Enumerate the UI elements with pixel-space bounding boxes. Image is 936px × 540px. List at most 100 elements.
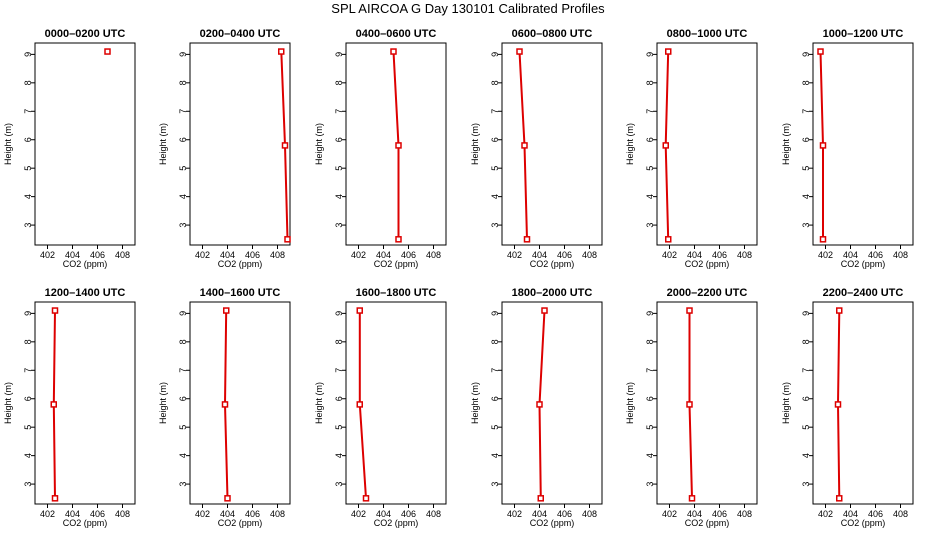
x-tick-label: 404 (376, 509, 391, 519)
x-tick-label: 406 (401, 509, 416, 519)
y-axis-label: Height (m) (3, 123, 13, 165)
data-point (395, 142, 402, 149)
y-tick-label: 4 (490, 453, 500, 458)
y-tick-label: 7 (178, 109, 188, 114)
y-tick-label: 8 (801, 339, 811, 344)
y-tick-label: 6 (645, 137, 655, 142)
plot-frame (501, 301, 603, 505)
plot-frame (189, 301, 291, 505)
y-axis-label: Height (m) (625, 123, 635, 165)
x-axis-label: CO2 (ppm) (685, 518, 730, 528)
y-axis-label: Height (m) (158, 382, 168, 424)
data-point (523, 236, 531, 243)
y-tick-label: 9 (334, 52, 344, 57)
panel-4: 0800–1000 UTC 402 404 406 408 3 4 5 6 7 8 9 CO2 (ppm… (625, 28, 758, 269)
data-point (665, 236, 672, 243)
y-tick-label: 6 (801, 137, 811, 142)
y-tick-label: 3 (645, 223, 655, 228)
x-tick-label: 402 (351, 250, 366, 260)
data-point (281, 142, 289, 149)
x-tick-label: 402 (351, 509, 366, 519)
y-axis-label: Height (m) (314, 382, 324, 424)
x-tick-label: 406 (557, 509, 572, 519)
y-tick-label: 6 (490, 137, 500, 142)
y-tick-label: 4 (23, 194, 33, 199)
y-tick-label: 3 (23, 223, 33, 228)
y-tick-label: 4 (178, 453, 188, 458)
y-tick-label: 5 (801, 425, 811, 430)
panel-title: 2000–2200 UTC (667, 287, 748, 299)
plot-frame (345, 42, 447, 246)
x-tick-label: 402 (507, 250, 522, 260)
y-tick-label: 4 (645, 453, 655, 458)
x-axis-label: CO2 (ppm) (63, 259, 108, 269)
x-tick-label: 406 (712, 509, 727, 519)
x-axis-label: CO2 (ppm) (530, 259, 575, 269)
x-tick-label: 404 (65, 250, 80, 260)
panel-10: 2000–2200 UTC 402 404 406 408 3 4 5 6 7 8 9 CO2 (ppm… (625, 287, 758, 528)
y-axis-label: Height (m) (470, 123, 480, 165)
y-tick-label: 8 (334, 80, 344, 85)
y-tick-label: 9 (490, 311, 500, 316)
x-axis-label: CO2 (ppm) (530, 518, 575, 528)
y-tick-label: 4 (23, 453, 33, 458)
y-tick-label: 5 (334, 166, 344, 171)
data-point (223, 307, 230, 314)
x-axis-label: CO2 (ppm) (841, 518, 886, 528)
y-axis-label: Height (m) (781, 382, 791, 424)
data-point (686, 401, 693, 408)
data-point (836, 307, 843, 314)
y-tick-label: 3 (178, 223, 188, 228)
x-tick-label: 404 (843, 509, 858, 519)
y-tick-label: 9 (645, 52, 655, 57)
x-tick-label: 404 (220, 250, 235, 260)
panel-6: 1200–1400 UTC 402 404 406 408 3 4 5 6 7 8 9 CO2 (ppm… (3, 287, 136, 528)
x-axis-label: CO2 (ppm) (841, 259, 886, 269)
data-point (516, 48, 523, 55)
x-tick-label: 404 (376, 250, 391, 260)
data-point (390, 48, 397, 55)
y-tick-label: 3 (801, 482, 811, 487)
x-tick-label: 406 (557, 250, 572, 260)
y-tick-label: 8 (23, 339, 33, 344)
data-point (665, 48, 672, 55)
panel-title: 0800–1000 UTC (667, 28, 748, 40)
plot-frame (501, 42, 603, 246)
y-axis-label: Height (m) (314, 123, 324, 165)
y-tick-label: 6 (23, 396, 33, 401)
y-tick-label: 8 (490, 339, 500, 344)
y-tick-label: 3 (178, 482, 188, 487)
y-tick-label: 8 (490, 80, 500, 85)
panel-title: 0000–0200 UTC (45, 28, 126, 40)
panel-title: 0600–0800 UTC (512, 28, 593, 40)
y-tick-label: 3 (490, 223, 500, 228)
x-axis-label: CO2 (ppm) (218, 518, 263, 528)
x-tick-label: 406 (401, 250, 416, 260)
data-point (356, 307, 363, 314)
y-tick-label: 7 (334, 109, 344, 114)
data-point (688, 495, 696, 502)
panel-2: 0400–0600 UTC 402 404 406 408 3 4 5 6 7 8 9 CO2 (ppm… (314, 28, 447, 269)
y-tick-label: 4 (178, 194, 188, 199)
data-point (50, 401, 57, 408)
y-tick-label: 6 (334, 137, 344, 142)
data-point (686, 307, 693, 314)
data-point (521, 142, 528, 149)
data-point (817, 48, 824, 55)
plot-frame (656, 42, 758, 246)
x-tick-label: 402 (818, 509, 833, 519)
panel-title: 0400–0600 UTC (356, 28, 437, 40)
plot-frame (656, 301, 758, 505)
y-tick-label: 5 (801, 166, 811, 171)
x-tick-label: 408 (893, 250, 908, 260)
panel-title: 1800–2000 UTC (512, 287, 593, 299)
x-tick-label: 406 (90, 250, 105, 260)
panel-0: 0000–0200 UTC 402 404 406 408 3 4 5 6 7 8 9 CO2 (ppm… (3, 28, 136, 269)
data-point (819, 236, 827, 243)
panel-title: 2200–2400 UTC (823, 287, 904, 299)
y-axis-label: Height (m) (781, 123, 791, 165)
x-tick-label: 404 (687, 250, 702, 260)
y-tick-label: 8 (645, 339, 655, 344)
plot-frame (189, 42, 291, 246)
y-tick-label: 6 (334, 396, 344, 401)
